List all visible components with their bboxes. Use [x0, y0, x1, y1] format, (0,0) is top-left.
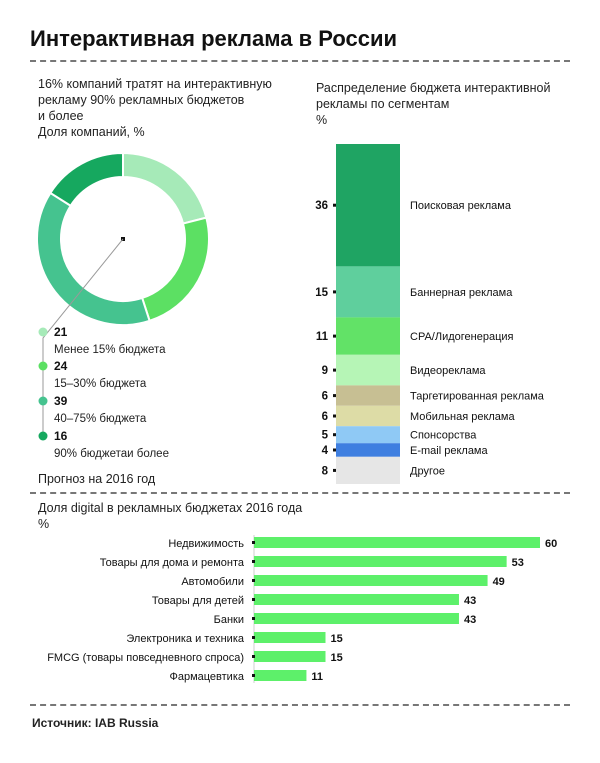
segment-value: 4: [322, 445, 329, 457]
section-divider: [30, 492, 570, 494]
segment-label: Спонсорства: [410, 430, 477, 442]
legend-dot: [38, 431, 48, 441]
segment-value: 36: [315, 200, 328, 212]
segment-bar: [336, 443, 400, 457]
donut-heading: 16% компаний тратят на интерактивную рек…: [38, 77, 272, 139]
bar: [254, 556, 507, 567]
bar-tick: [252, 617, 255, 620]
segment-tick: [333, 394, 336, 398]
segment-bar: [336, 317, 400, 355]
legend-value: 24: [54, 359, 68, 373]
footer-divider: [30, 704, 570, 706]
segments-stacked-chart: 36 Поисковая реклама 15 Баннерная реклама 11…: [315, 144, 545, 484]
segment-tick: [333, 203, 336, 207]
bar-tick: [252, 579, 255, 582]
segment-tick: [333, 334, 336, 338]
bar-category-label: Автомобили: [181, 576, 244, 588]
segment-bar: [336, 385, 400, 406]
segment-label: Другое: [410, 465, 445, 477]
segment-label: CPA/Лидогенерация: [410, 331, 514, 343]
bar-tick: [252, 655, 255, 658]
bar: [254, 537, 540, 548]
donut-chart: 21 Менее 15% бюджета 24 15–30% бюджета 39 40–…: [36, 151, 210, 460]
segment-bar: [336, 144, 400, 267]
bar-value-label: 15: [331, 652, 343, 664]
bar-tick: [252, 598, 255, 601]
segment-value: 6: [322, 391, 328, 403]
bar-value-label: 53: [512, 557, 524, 569]
segment-label: Мобильная реклама: [410, 411, 515, 423]
bar-tick: [252, 560, 255, 563]
source-note: Источник: IAB Russia: [32, 716, 159, 730]
bar: [254, 613, 459, 624]
donut-slice: [49, 151, 124, 208]
bar-value-label: 43: [464, 595, 476, 607]
legend-label: Менее 15% бюджета: [54, 344, 166, 356]
legend-dot: [38, 396, 48, 406]
bar-value-label: 60: [545, 538, 557, 550]
segment-label: Баннерная реклама: [410, 287, 513, 299]
bar-category-label: Товары для дома и ремонта: [100, 557, 245, 569]
bar: [254, 632, 326, 643]
segment-label: E-mail реклама: [410, 445, 488, 457]
legend-value: 16: [54, 429, 68, 443]
segment-value: 15: [315, 287, 328, 299]
segment-label: Видеореклама: [410, 365, 486, 377]
bar-value-label: 15: [331, 633, 343, 645]
bar-tick: [252, 636, 255, 639]
page-title: Интерактивная реклама в России: [30, 26, 398, 51]
legend-value: 21: [54, 325, 68, 339]
bar-tick: [252, 674, 255, 677]
legend-value: 39: [54, 394, 68, 408]
segment-tick: [333, 433, 336, 437]
bar-category-label: FMCG (товары повседневного спроса): [47, 652, 244, 664]
bar-category-label: Электроника и техника: [126, 633, 244, 645]
bar: [254, 651, 326, 662]
digital-share-bar-chart: Недвижимость 60 Товары для дома и ремонта 5…: [47, 535, 557, 683]
segment-value: 5: [322, 430, 329, 442]
donut-slice: [36, 191, 151, 326]
bar: [254, 670, 307, 681]
legend-label: 40–75% бюджета: [54, 413, 147, 425]
legend-dot: [38, 327, 48, 337]
bar: [254, 594, 459, 605]
segment-value: 11: [316, 331, 329, 343]
donut-slice: [140, 216, 210, 323]
segment-tick: [333, 448, 336, 452]
forecast-note: Прогноз на 2016 год: [38, 472, 156, 486]
title-divider: [30, 60, 570, 62]
segment-value: 9: [322, 365, 328, 377]
segment-label: Таргетированная реклама: [410, 391, 545, 403]
bar-category-label: Товары для детей: [152, 595, 244, 607]
segment-value: 6: [322, 411, 328, 423]
bar-category-label: Недвижимость: [168, 538, 244, 550]
segment-value: 8: [322, 465, 329, 477]
legend-label: 90% бюджетаи более: [54, 448, 169, 460]
bar-value-label: 11: [311, 671, 323, 683]
bar: [254, 575, 488, 586]
bar-category-label: Банки: [214, 614, 244, 626]
segment-bar: [336, 456, 400, 484]
donut-slice: [122, 151, 208, 225]
segments-heading: Распределение бюджета интерактивной рекл…: [316, 81, 551, 127]
bar-tick: [252, 541, 255, 544]
segment-tick: [333, 368, 336, 372]
bar-category-label: Фармацевтика: [169, 671, 244, 683]
segment-bar: [336, 426, 400, 444]
segment-label: Поисковая реклама: [410, 200, 512, 212]
bar-value-label: 49: [493, 576, 505, 588]
legend-label: 15–30% бюджета: [54, 378, 147, 390]
segment-tick: [333, 414, 336, 418]
segment-bar: [336, 266, 400, 318]
segment-bar: [336, 354, 400, 386]
segment-tick: [333, 290, 336, 294]
segment-tick: [333, 468, 336, 472]
segment-bar: [336, 405, 400, 427]
legend-dot: [38, 361, 48, 371]
donut-leader-line: [42, 238, 124, 440]
bars-heading: Доля digital в рекламных бюджетах 2016 г…: [38, 501, 303, 531]
bar-value-label: 43: [464, 614, 476, 626]
